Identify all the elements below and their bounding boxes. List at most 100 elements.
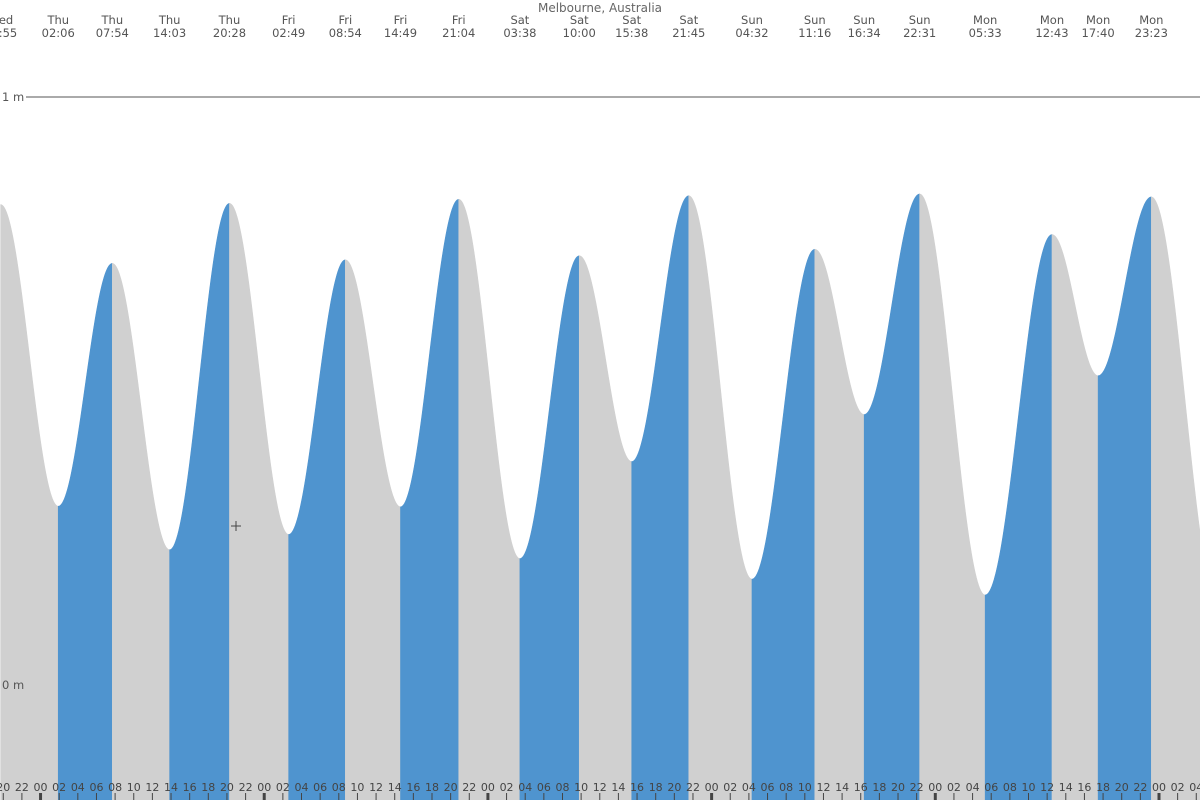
- tide-event-time: 05:33: [969, 26, 1002, 40]
- tide-event-time: 02:06: [42, 26, 75, 40]
- rising-tide-segment: [631, 195, 690, 800]
- rising-tide-segment: [863, 193, 920, 800]
- x-tick-label: 16: [854, 781, 868, 794]
- x-tick-label: 02: [500, 781, 514, 794]
- rising-tide-segment: [1097, 196, 1152, 800]
- x-tick-label: 06: [313, 781, 327, 794]
- x-tick-label: 04: [742, 781, 756, 794]
- tide-event-time: 19:55: [0, 26, 17, 40]
- tide-event-day: Mon: [1086, 13, 1110, 27]
- x-tick-label: 22: [462, 781, 476, 794]
- x-tick-label: 08: [332, 781, 346, 794]
- x-tick-label: 04: [1189, 781, 1200, 794]
- x-tick-label: 06: [761, 781, 775, 794]
- falling-tide-segment: [1151, 196, 1200, 800]
- x-tick-label: 14: [1059, 781, 1073, 794]
- x-tick-label: 02: [1171, 781, 1185, 794]
- tide-event-day: Mon: [1139, 13, 1163, 27]
- tide-event-day: Wed: [0, 13, 13, 27]
- falling-tide-segment: [688, 195, 753, 800]
- x-tick-label: 16: [1077, 781, 1091, 794]
- x-tick-label: 16: [183, 781, 197, 794]
- x-tick-label: 04: [518, 781, 532, 794]
- tide-event-day: Mon: [1040, 13, 1064, 27]
- x-tick-label: 22: [910, 781, 924, 794]
- x-tick-label: 00: [1152, 781, 1166, 794]
- x-tick-label: 04: [71, 781, 85, 794]
- x-tick-label: 08: [555, 781, 569, 794]
- tide-event-time: 11:16: [798, 26, 831, 40]
- x-tick-label: 12: [593, 781, 607, 794]
- y-axis: 1 m 0 m: [2, 90, 24, 692]
- x-tick-label: 18: [649, 781, 663, 794]
- x-tick-label: 00: [481, 781, 495, 794]
- tide-event-time: 22:31: [903, 26, 936, 40]
- tide-event-day: Sun: [804, 13, 826, 27]
- x-tick-label: 02: [52, 781, 66, 794]
- falling-tide-segment: [229, 203, 289, 800]
- tide-event-time: 14:49: [384, 26, 417, 40]
- tide-event-day: Sat: [622, 13, 641, 27]
- tide-event-day: Sat: [570, 13, 589, 27]
- rising-tide-segment: [169, 203, 230, 800]
- x-tick-label: 16: [406, 781, 420, 794]
- x-tick-label: 12: [145, 781, 159, 794]
- x-axis: 20 22 00 02 04 06 08 10 12 14 16 18 20 22 00 02 04 06 08 10…: [0, 781, 1200, 800]
- tide-event-time: 23:23: [1135, 26, 1168, 40]
- x-tick-label: 10: [350, 781, 364, 794]
- tide-event-time: 12:43: [1035, 26, 1068, 40]
- tide-event-day: Fri: [394, 13, 408, 27]
- x-tick-label: 04: [295, 781, 309, 794]
- tide-event-time: 21:45: [672, 26, 705, 40]
- x-tick-label: 12: [1040, 781, 1054, 794]
- tide-event-time: 08:54: [329, 26, 362, 40]
- x-tick-label: 00: [257, 781, 271, 794]
- falling-tide-segment: [919, 193, 986, 800]
- y-tick-label: 0 m: [2, 678, 24, 692]
- tide-event-day: Thu: [46, 13, 69, 27]
- x-tick-label: 00: [34, 781, 48, 794]
- tide-event-time: 15:38: [615, 26, 648, 40]
- rising-tide-segment: [288, 259, 346, 800]
- tide-event-day: Thu: [158, 13, 181, 27]
- tide-event-labels: Wed19:55Thu02:06Thu07:54Thu14:03Thu20:28…: [0, 13, 1168, 40]
- x-tick-label: 08: [1003, 781, 1017, 794]
- x-tick-label: 00: [928, 781, 942, 794]
- x-tick-label: 22: [686, 781, 700, 794]
- tide-event-time: 03:38: [503, 26, 536, 40]
- x-tick-label: 08: [779, 781, 793, 794]
- x-tick-label: 22: [239, 781, 253, 794]
- rising-tide-segment: [400, 198, 460, 800]
- tide-event-high: Wed19:55: [0, 13, 17, 40]
- x-tick-label: 18: [872, 781, 886, 794]
- tide-event-time: 20:28: [213, 26, 246, 40]
- tide-event-day: Mon: [973, 13, 997, 27]
- x-tick-label: 04: [966, 781, 980, 794]
- x-tick-label: 22: [15, 781, 29, 794]
- x-tick-label: 18: [201, 781, 215, 794]
- tide-event-time: 16:34: [848, 26, 881, 40]
- x-tick-label: 14: [388, 781, 402, 794]
- x-tick-label: 20: [444, 781, 458, 794]
- tide-event-day: Thu: [218, 13, 241, 27]
- falling-tide-segment: [0, 204, 59, 800]
- chart-title: Melbourne, Australia: [538, 1, 662, 15]
- rising-tide-segment: [984, 234, 1053, 800]
- rising-tide-segment: [57, 263, 113, 800]
- crosshair-cursor-icon: [231, 521, 241, 531]
- x-tick-label: 14: [164, 781, 178, 794]
- x-tick-label: 12: [369, 781, 383, 794]
